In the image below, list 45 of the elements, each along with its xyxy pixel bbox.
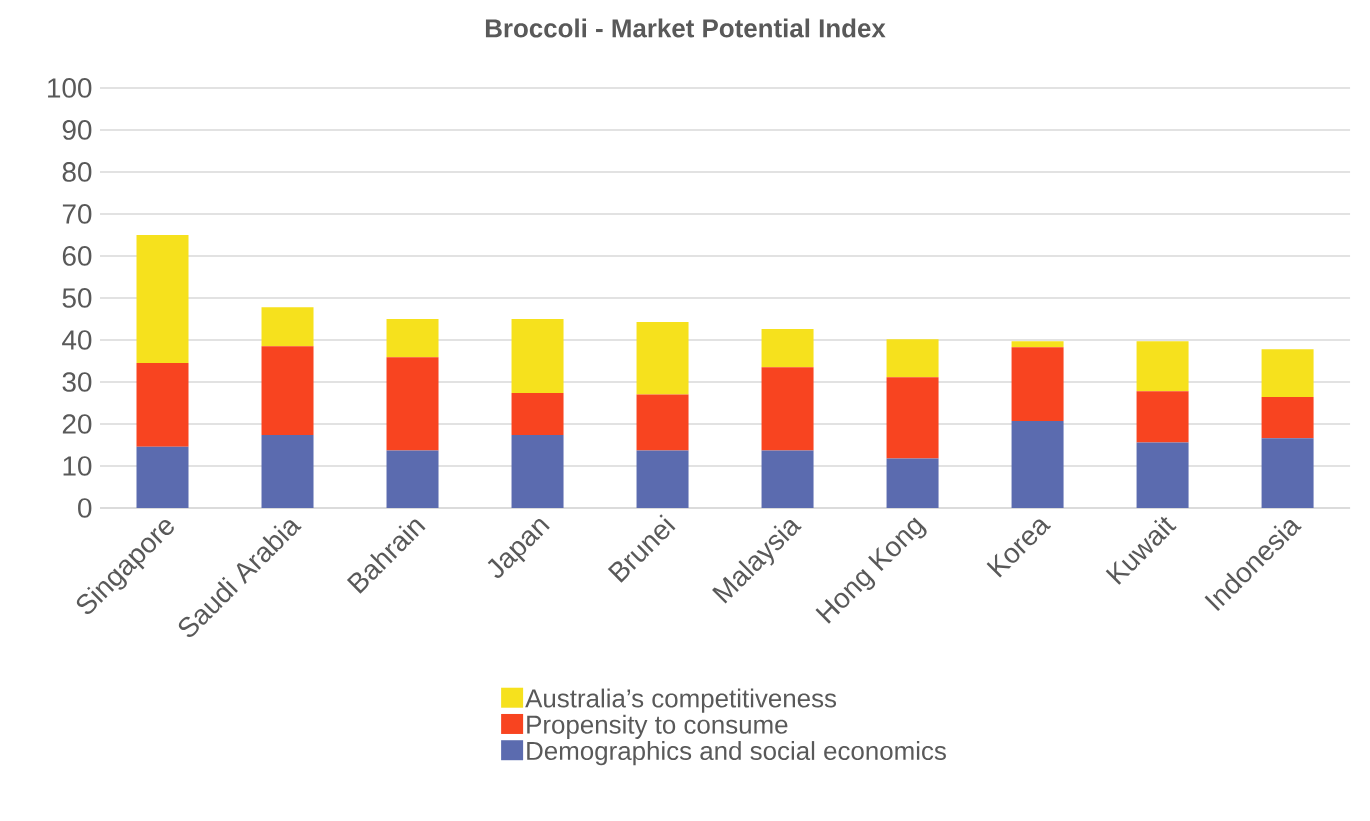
y-tick-label: 100 (48, 78, 92, 98)
bar (1261, 438, 1314, 508)
legend-label: Australia’s competitiveness (525, 688, 837, 713)
bar (1136, 341, 1189, 392)
y-tick-label: 50 (62, 288, 92, 308)
bar (511, 434, 564, 508)
bar (1261, 397, 1314, 439)
bar (511, 392, 564, 435)
bar (761, 450, 814, 508)
bar (761, 329, 814, 368)
y-tick-label: 60 (62, 246, 92, 266)
bar (386, 450, 439, 508)
legend-label: Propensity to consume (527, 714, 788, 739)
bar (511, 318, 564, 393)
bar (136, 363, 189, 447)
bar (636, 450, 689, 508)
bar (261, 346, 314, 435)
bar (261, 307, 314, 347)
y-tick-label: 90 (62, 120, 92, 140)
bar (1011, 347, 1064, 422)
y-tick-label: 70 (62, 204, 92, 224)
bar (386, 318, 439, 358)
legend-label: Demographics and social economics (527, 741, 946, 766)
bar (761, 367, 814, 451)
bar (886, 458, 939, 508)
bar (886, 339, 939, 378)
y-tick-label: 20 (62, 414, 92, 434)
y-tick-label: 30 (62, 372, 92, 392)
bar (1011, 421, 1064, 508)
bar (1011, 341, 1064, 348)
bar (1136, 442, 1189, 508)
bar (1136, 391, 1189, 443)
y-tick-label: 0 (78, 498, 92, 518)
y-tick-label: 80 (62, 162, 92, 182)
bar (136, 446, 189, 508)
y-tick-label: 10 (63, 456, 92, 476)
bar (386, 357, 439, 451)
bar (636, 321, 689, 395)
bar (1261, 349, 1314, 398)
bar (886, 377, 939, 459)
bar (136, 234, 189, 364)
y-tick-label: 40 (62, 330, 92, 350)
bar (261, 434, 314, 508)
chart-title: Broccoli - Market Potential Index (485, 18, 886, 38)
bar (636, 394, 689, 451)
